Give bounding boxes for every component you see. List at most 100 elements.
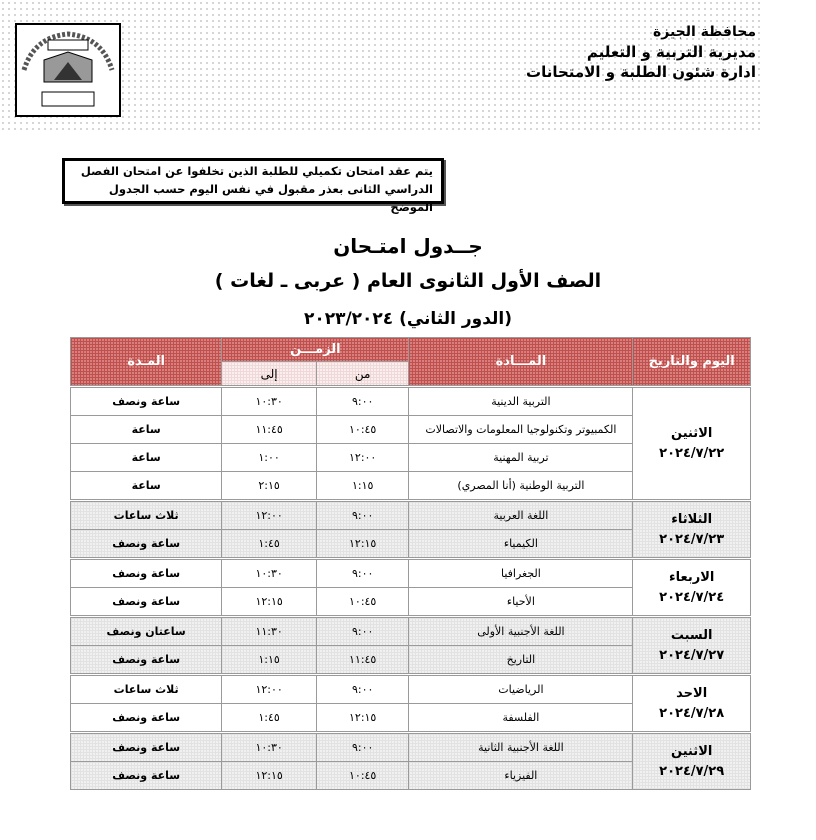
header-time: الزمـــن: [221, 337, 410, 362]
subject-cell: الفيزياء: [408, 761, 634, 790]
day-cell: الاربعاء ٢٠٢٤/٧/٢٤: [632, 559, 751, 616]
exam-date: ٢٠٢٤/٧/٢٣: [659, 531, 725, 547]
subject-cell: اللغة العربية: [408, 501, 634, 530]
duration-cell: ساعة: [69, 471, 223, 500]
to-cell: ١:٤٥: [221, 529, 317, 558]
table-row: تربية المهنية ١٢:٠٠ ١:٠٠ ساعة: [69, 443, 751, 472]
from-cell: ١٠:٤٥: [315, 587, 410, 616]
notice-line: الدراسي الثانى بعذر مقبول في نفس اليوم ح…: [108, 182, 433, 214]
from-cell: ٩:٠٠: [315, 387, 410, 416]
to-cell: ١:١٥: [221, 645, 317, 674]
table-row: الاثنين ٢٠٢٤/٧/٢٩ اللغة الأجنبية الثانية ٩:…: [69, 733, 751, 790]
duration-cell: ساعة ونصف: [69, 529, 223, 558]
to-cell: ١٢:١٥: [221, 761, 317, 790]
day-name: السبت: [670, 627, 713, 643]
to-cell: ١٢:١٥: [221, 587, 317, 616]
day-name: الاثنين: [671, 743, 713, 759]
subject-cell: تربية المهنية: [408, 443, 634, 472]
subject-cell: التاريخ: [408, 645, 634, 674]
to-cell: ١:٠٠: [221, 443, 317, 472]
subject-cell: الرياضيات: [408, 675, 634, 704]
from-cell: ١٢:١٥: [315, 529, 410, 558]
notice-line: يتم عقد امتحان تكميلي للطلبة الذين تخلفو…: [80, 164, 433, 178]
exam-date: ٢٠٢٤/٧/٢٤: [659, 589, 725, 605]
subject-cell: الجغرافيا: [408, 559, 634, 588]
header-from: من: [315, 361, 410, 386]
duration-cell: ساعة ونصف: [69, 387, 223, 416]
from-cell: ٩:٠٠: [315, 559, 410, 588]
table-row: التاريخ ١١:٤٥ ١:١٥ ساعة ونصف: [69, 645, 751, 674]
table-row: الكمبيوتر وتكنولوجيا المعلومات والاتصالا…: [69, 415, 751, 444]
header-day: اليوم والتاريخ: [632, 337, 751, 386]
from-cell: ٩:٠٠: [315, 617, 410, 646]
subject-cell: اللغة الأجنبية الثانية: [408, 733, 634, 762]
from-cell: ١٢:١٥: [315, 703, 410, 732]
subject-cell: الكيمياء: [408, 529, 634, 558]
from-cell: ٩:٠٠: [315, 733, 410, 762]
exam-date: ٢٠٢٤/٧/٢٧: [659, 647, 725, 663]
to-cell: ١٠:٣٠: [221, 387, 317, 416]
exam-date: ٢٠٢٤/٧/٢٨: [659, 705, 725, 721]
header-duration: المـدة: [69, 337, 223, 386]
to-cell: ٢:١٥: [221, 471, 317, 500]
duration-cell: ساعة ونصف: [69, 645, 223, 674]
to-cell: ١١:٣٠: [221, 617, 317, 646]
day-cell: الاحد ٢٠٢٤/٧/٢٨: [632, 675, 751, 732]
day-name: الاربعاء: [668, 569, 715, 585]
duration-cell: ساعتان ونصف: [69, 617, 223, 646]
header-to: إلى: [221, 361, 317, 386]
table-row: الاحد ٢٠٢٤/٧/٢٨ الرياضيات ٩:٠٠ ١٢:٠٠ ثلاث ساع…: [69, 675, 751, 732]
duration-cell: ساعة ونصف: [69, 761, 223, 790]
exam-date: ٢٠٢٤/٧/٢٩: [659, 763, 725, 779]
duration-cell: ساعة: [69, 443, 223, 472]
department: ادارة شئون الطلبة و الامتحانات: [526, 63, 756, 81]
from-cell: ١٢:٠٠: [315, 443, 410, 472]
from-cell: ٩:٠٠: [315, 675, 410, 704]
duration-cell: ساعة ونصف: [69, 703, 223, 732]
grade-subtitle: الصف الأول الثانوى العام ( عربى ـ لغات ): [214, 270, 602, 292]
day-cell: السبت ٢٠٢٤/٧/٢٧: [632, 617, 751, 674]
directorate: مديرية التربية و التعليم: [586, 43, 756, 61]
subject-cell: التربية الوطنية (أنا المصري): [408, 471, 634, 500]
table-row: السبت ٢٠٢٤/٧/٢٧ اللغة الأجنبية الأولى ٩:٠٠ ١…: [69, 617, 751, 674]
duration-cell: ثلاث ساعات: [69, 501, 223, 530]
table-row: الكيمياء ١٢:١٥ ١:٤٥ ساعة ونصف: [69, 529, 751, 558]
table-row: الفيزياء ١٠:٤٥ ١٢:١٥ ساعة ونصف: [69, 761, 751, 790]
to-cell: ١:٤٥: [221, 703, 317, 732]
subject-cell: الفلسفة: [408, 703, 634, 732]
duration-cell: ساعة ونصف: [69, 559, 223, 588]
duration-cell: ساعة ونصف: [69, 587, 223, 616]
letterhead: [0, 0, 760, 130]
duration-cell: ساعة ونصف: [69, 733, 223, 762]
day-name: الاحد: [676, 685, 708, 701]
organization-header: محافظة الجيزة مديرية التربية و التعليم ا…: [526, 22, 756, 82]
day-cell: الاثنين ٢٠٢٤/٧/٢٢: [632, 387, 751, 500]
table-row: التربية الوطنية (أنا المصري) ١:١٥ ٢:١٥ ساعة: [69, 471, 751, 500]
from-cell: ١٠:٤٥: [315, 415, 410, 444]
to-cell: ١٢:٠٠: [221, 501, 317, 530]
table-row: الاثنين ٢٠٢٤/٧/٢٢ التربية الدينية ٩:٠٠ ١٠:٣٠…: [69, 387, 751, 500]
logo-emblem: [15, 23, 121, 117]
day-name: الاثنين: [671, 425, 713, 441]
subject-cell: اللغة الأجنبية الأولى: [408, 617, 634, 646]
table-row: الأحياء ١٠:٤٥ ١٢:١٥ ساعة ونصف: [69, 587, 751, 616]
to-cell: ١١:٤٥: [221, 415, 317, 444]
day-cell: الثلاثاء ٢٠٢٤/٧/٢٣: [632, 501, 751, 558]
subject-cell: الأحياء: [408, 587, 634, 616]
table-row: الثلاثاء ٢٠٢٤/٧/٢٣ اللغة العربية ٩:٠٠ ١٢:٠٠ ث…: [69, 501, 751, 558]
duration-cell: ساعة: [69, 415, 223, 444]
exam-date: ٢٠٢٤/٧/٢٢: [659, 445, 725, 461]
from-cell: ١٠:٤٥: [315, 761, 410, 790]
subject-cell: التربية الدينية: [408, 387, 634, 416]
from-cell: ١:١٥: [315, 471, 410, 500]
from-cell: ١١:٤٥: [315, 645, 410, 674]
day-name: الثلاثاء: [671, 511, 713, 527]
header-subject: المـــادة: [408, 337, 634, 386]
to-cell: ١٢:٠٠: [221, 675, 317, 704]
to-cell: ١٠:٣٠: [221, 559, 317, 588]
exam-schedule-table: اليوم والتاريخ المـــادة الزمـــن المـدة…: [69, 337, 751, 790]
subject-cell: الكمبيوتر وتكنولوجيا المعلومات والاتصالا…: [408, 415, 634, 444]
day-cell: الاثنين ٢٠٢٤/٧/٢٩: [632, 733, 751, 790]
to-cell: ١٠:٣٠: [221, 733, 317, 762]
governorate: محافظة الجيزة: [652, 24, 756, 40]
